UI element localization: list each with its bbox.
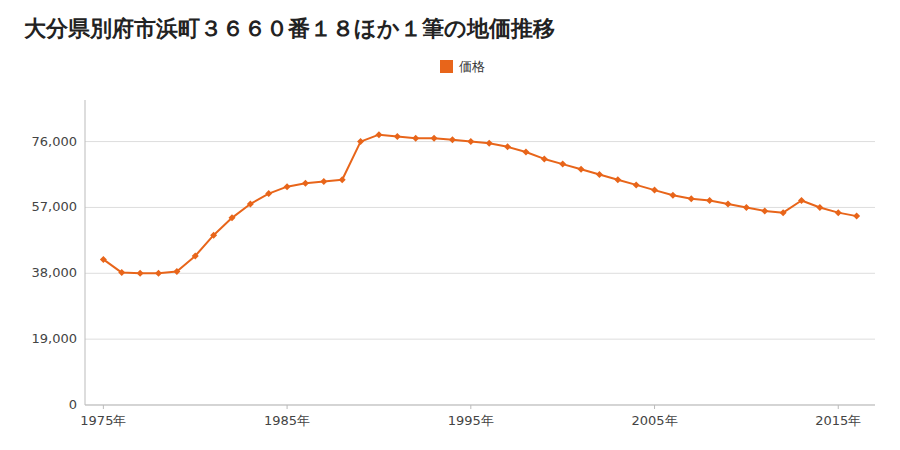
series-marker — [780, 209, 787, 216]
x-tick-label: 2015年 — [815, 413, 861, 428]
series-marker — [155, 270, 162, 277]
y-tick-label: 76,000 — [32, 134, 78, 149]
title: 大分県別府市浜町３６６０番１８ほか１筆の地価推移 — [24, 16, 555, 41]
series-marker — [357, 138, 364, 145]
series-marker — [467, 138, 474, 145]
series-marker — [431, 135, 438, 142]
series-marker — [725, 200, 732, 207]
series-marker — [669, 192, 676, 199]
x-axis-line — [85, 405, 875, 406]
series-marker — [284, 183, 291, 190]
series-marker — [798, 197, 805, 204]
series-marker — [633, 181, 640, 188]
series-marker — [486, 140, 493, 147]
series-marker — [228, 214, 235, 221]
series-marker — [522, 148, 529, 155]
series-marker — [137, 270, 144, 277]
series-marker — [541, 155, 548, 162]
series-marker — [559, 161, 566, 168]
y-axis-line — [85, 100, 86, 405]
series-marker — [302, 180, 309, 187]
legend: 価格 — [440, 59, 485, 74]
series-marker — [192, 252, 199, 259]
legend-swatch — [440, 60, 453, 73]
series-marker — [835, 209, 842, 216]
series-marker — [118, 269, 125, 276]
series-marker — [339, 176, 346, 183]
x-tick — [654, 405, 655, 409]
y-tick-label: 19,000 — [32, 331, 78, 346]
series-marker — [614, 176, 621, 183]
series-marker — [247, 200, 254, 207]
grid-line — [85, 207, 875, 208]
grid-line — [85, 273, 875, 274]
chart: 大分県別府市浜町３６６０番１８ほか１筆の地価推移 0 19,000 38,000 57,… — [0, 0, 900, 450]
y-grid — [85, 142, 875, 405]
grid-line — [85, 405, 875, 406]
x-tick — [838, 405, 839, 409]
x-tick — [470, 405, 471, 409]
x-tick — [287, 405, 288, 409]
x-tick-label: 1975年 — [80, 413, 126, 428]
series-marker — [412, 135, 419, 142]
series-marker — [449, 136, 456, 143]
series-line — [103, 135, 856, 274]
x-tick-label: 2005年 — [631, 413, 677, 428]
series-marker — [320, 178, 327, 185]
legend-label: 価格 — [459, 59, 485, 74]
series-marker — [375, 131, 382, 138]
x-tick-label: 1985年 — [264, 413, 310, 428]
series-marker — [688, 195, 695, 202]
series-marker — [504, 143, 511, 150]
series-marker — [578, 166, 585, 173]
series-marker — [743, 204, 750, 211]
series-marker — [100, 256, 107, 263]
y-tick-label: 0 — [69, 397, 77, 412]
series-marker — [173, 268, 180, 275]
series-marker — [596, 171, 603, 178]
x-tick — [103, 405, 104, 409]
series-marker — [761, 207, 768, 214]
series-marker — [816, 204, 823, 211]
series-marker — [265, 190, 272, 197]
y-tick-label: 57,000 — [32, 199, 78, 214]
series-marker — [853, 213, 860, 220]
grid-line — [85, 339, 875, 340]
series-marker — [394, 133, 401, 140]
series-marker — [210, 232, 217, 239]
plot-area — [100, 131, 860, 277]
series-marker — [706, 197, 713, 204]
x-tick-label: 1995年 — [448, 413, 494, 428]
series-marker — [651, 187, 658, 194]
y-tick-label: 38,000 — [32, 265, 78, 280]
